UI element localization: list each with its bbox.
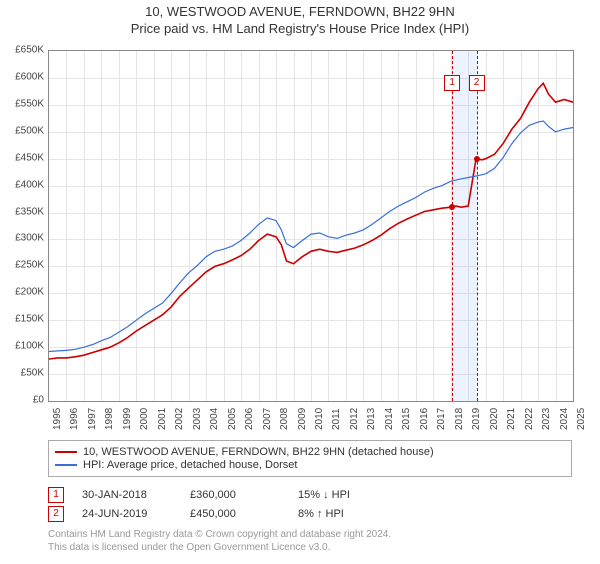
y-tick-label: £100K <box>0 341 44 352</box>
x-tick-label: 2015 <box>401 408 412 430</box>
legend-row-property: 10, WESTWOOD AVENUE, FERNDOWN, BH22 9HN … <box>55 446 565 458</box>
sale-price: £360,000 <box>190 489 280 501</box>
y-tick-label: £550K <box>0 98 44 109</box>
marker-line-2 <box>477 51 478 401</box>
x-tick-label: 2024 <box>559 408 570 430</box>
series-property <box>49 83 573 359</box>
sales-marker: 1 <box>48 487 64 503</box>
x-tick-label: 2012 <box>349 408 360 430</box>
x-tick-label: 2011 <box>331 408 342 430</box>
marker-box-1: 1 <box>444 75 460 91</box>
marker-box-2: 2 <box>469 75 485 91</box>
x-tick-label: 2004 <box>209 408 220 430</box>
x-tick-label: 2019 <box>471 408 482 430</box>
x-tick-label: 2008 <box>279 408 290 430</box>
x-tick-label: 2025 <box>576 408 587 430</box>
x-tick-label: 2023 <box>541 408 552 430</box>
x-tick-label: 2007 <box>262 408 273 430</box>
y-tick-label: £250K <box>0 260 44 271</box>
marker-line-1 <box>452 51 453 401</box>
legend-swatch <box>55 464 77 466</box>
y-tick-label: £400K <box>0 179 44 190</box>
sales-marker: 2 <box>48 506 64 522</box>
y-tick-label: £600K <box>0 71 44 82</box>
legend-label: 10, WESTWOOD AVENUE, FERNDOWN, BH22 9HN … <box>83 446 434 458</box>
legend: 10, WESTWOOD AVENUE, FERNDOWN, BH22 9HN … <box>48 440 572 477</box>
y-tick-label: £350K <box>0 206 44 217</box>
y-tick-label: £500K <box>0 125 44 136</box>
y-tick-label: £450K <box>0 152 44 163</box>
x-tick-label: 2014 <box>384 408 395 430</box>
x-tick-label: 2022 <box>524 408 535 430</box>
x-tick-label: 2010 <box>314 408 325 430</box>
x-tick-label: 2021 <box>506 408 517 430</box>
sale-dot-1 <box>449 204 455 210</box>
x-tick-label: 2003 <box>192 408 203 430</box>
x-tick-label: 2020 <box>489 408 500 430</box>
chart-subtitle: Price paid vs. HM Land Registry's House … <box>0 21 600 36</box>
y-tick-label: £300K <box>0 233 44 244</box>
x-tick-label: 2017 <box>436 408 447 430</box>
footer-line-2: This data is licensed under the Open Gov… <box>48 541 572 554</box>
x-tick-label: 1998 <box>104 408 115 430</box>
plot-area: 12 <box>48 50 574 402</box>
line-series <box>49 51 573 401</box>
y-tick-label: £650K <box>0 45 44 56</box>
legend-label: HPI: Average price, detached house, Dors… <box>83 459 297 471</box>
x-tick-label: 1995 <box>52 408 63 430</box>
sales-row-2: 2 24-JUN-2019 £450,000 8% ↑ HPI <box>48 506 572 522</box>
x-tick-label: 2016 <box>419 408 430 430</box>
x-tick-label: 2006 <box>244 408 255 430</box>
x-tick-label: 2009 <box>297 408 308 430</box>
sale-dot-2 <box>474 156 480 162</box>
y-tick-label: £150K <box>0 314 44 325</box>
x-tick-label: 2001 <box>157 408 168 430</box>
x-tick-label: 2002 <box>174 408 185 430</box>
sale-date: 24-JUN-2019 <box>82 508 172 520</box>
x-tick-label: 1996 <box>69 408 80 430</box>
sale-delta: 15% ↓ HPI <box>298 489 388 501</box>
legend-row-hpi: HPI: Average price, detached house, Dors… <box>55 459 565 471</box>
x-tick-label: 2018 <box>454 408 465 430</box>
sale-price: £450,000 <box>190 508 280 520</box>
x-tick-label: 2000 <box>139 408 150 430</box>
y-tick-label: £50K <box>0 368 44 379</box>
sales-row-1: 1 30-JAN-2018 £360,000 15% ↓ HPI <box>48 487 572 503</box>
series-hpi <box>49 121 573 352</box>
chart-container: 10, WESTWOOD AVENUE, FERNDOWN, BH22 9HN … <box>0 4 600 564</box>
x-tick-label: 2005 <box>227 408 238 430</box>
chart-title: 10, WESTWOOD AVENUE, FERNDOWN, BH22 9HN <box>0 4 600 19</box>
footer-attribution: Contains HM Land Registry data © Crown c… <box>48 528 572 554</box>
x-tick-label: 1997 <box>87 408 98 430</box>
x-tick-label: 2013 <box>366 408 377 430</box>
y-tick-label: £200K <box>0 287 44 298</box>
x-tick-label: 1999 <box>122 408 133 430</box>
legend-swatch <box>55 451 77 453</box>
sale-delta: 8% ↑ HPI <box>298 508 388 520</box>
footer-line-1: Contains HM Land Registry data © Crown c… <box>48 528 572 541</box>
sales-table: 1 30-JAN-2018 £360,000 15% ↓ HPI 2 24-JUN-201… <box>48 484 572 525</box>
y-tick-label: £0 <box>0 395 44 406</box>
sale-date: 30-JAN-2018 <box>82 489 172 501</box>
